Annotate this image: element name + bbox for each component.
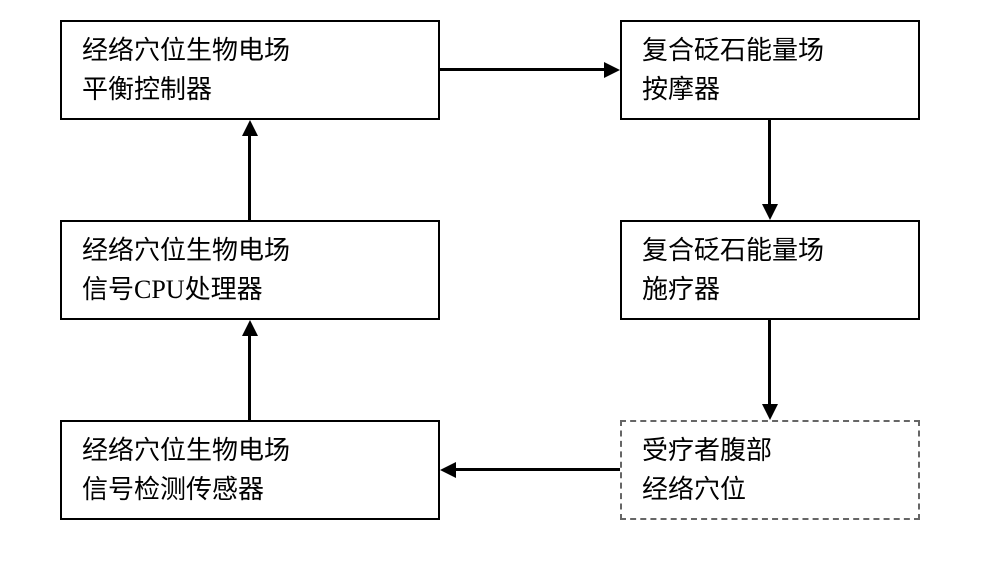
node-massager: 复合砭石能量场按摩器: [620, 20, 920, 120]
node-patient-label: 受疗者腹部经络穴位: [642, 431, 772, 509]
node-therapy-label: 复合砭石能量场施疗器: [642, 231, 824, 309]
edge-therapy-patient: [768, 320, 771, 404]
node-sensor-label: 经络穴位生物电场信号检测传感器: [82, 431, 290, 509]
edge-patient-sensor: [456, 468, 620, 471]
arrow-head-up-icon: [242, 320, 258, 336]
node-cpu-label: 经络穴位生物电场信号CPU处理器: [82, 231, 290, 309]
node-cpu: 经络穴位生物电场信号CPU处理器: [60, 220, 440, 320]
node-massager-label: 复合砭石能量场按摩器: [642, 31, 824, 109]
node-controller-label: 经络穴位生物电场平衡控制器: [82, 31, 290, 109]
edge-cpu-controller: [248, 136, 251, 220]
arrow-head-down-icon: [762, 204, 778, 220]
node-controller: 经络穴位生物电场平衡控制器: [60, 20, 440, 120]
node-sensor: 经络穴位生物电场信号检测传感器: [60, 420, 440, 520]
edge-controller-massager: [440, 68, 604, 71]
edge-sensor-cpu: [248, 336, 251, 420]
arrow-head-left-icon: [440, 462, 456, 478]
edge-massager-therapy: [768, 120, 771, 204]
node-therapy: 复合砭石能量场施疗器: [620, 220, 920, 320]
arrow-head-up-icon: [242, 120, 258, 136]
node-patient: 受疗者腹部经络穴位: [620, 420, 920, 520]
arrow-head-right-icon: [604, 62, 620, 78]
arrow-head-down-icon: [762, 404, 778, 420]
